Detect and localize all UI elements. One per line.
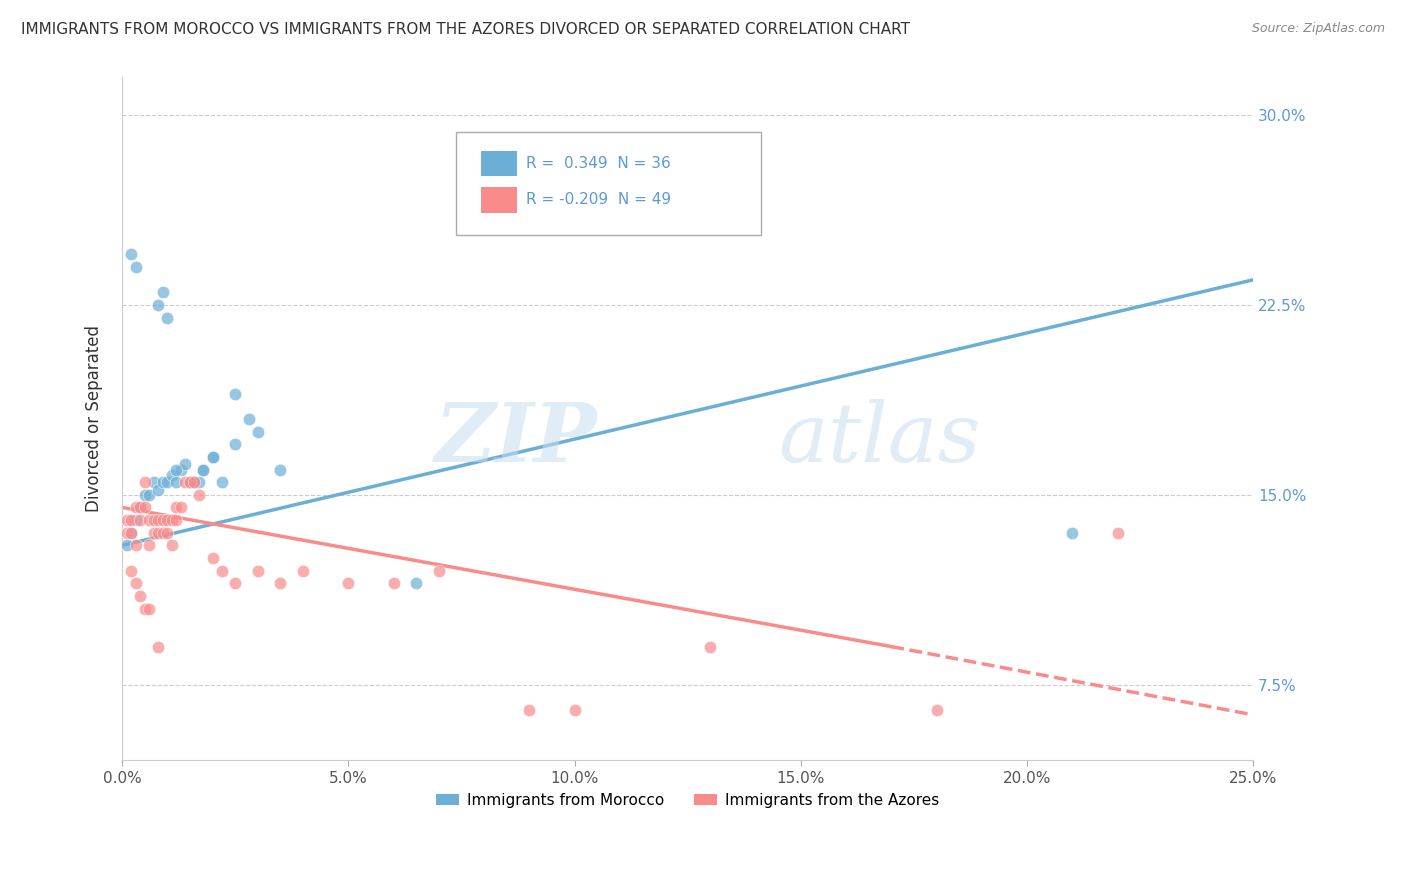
Point bbox=[152, 285, 174, 300]
Y-axis label: Divorced or Separated: Divorced or Separated bbox=[86, 326, 103, 512]
Point bbox=[699, 640, 721, 654]
Point bbox=[152, 525, 174, 540]
Point bbox=[174, 458, 197, 472]
Bar bbox=[481, 186, 517, 212]
Point bbox=[201, 450, 224, 464]
Point bbox=[152, 513, 174, 527]
Point bbox=[170, 462, 193, 476]
Point bbox=[427, 564, 450, 578]
Point bbox=[148, 483, 170, 497]
Point bbox=[160, 467, 183, 482]
Point bbox=[142, 513, 165, 527]
Point bbox=[115, 538, 138, 552]
Point bbox=[405, 576, 427, 591]
Point bbox=[148, 298, 170, 312]
Legend: Immigrants from Morocco, Immigrants from the Azores: Immigrants from Morocco, Immigrants from… bbox=[430, 787, 945, 814]
Point bbox=[160, 538, 183, 552]
Point bbox=[165, 475, 187, 490]
Point bbox=[246, 425, 269, 439]
Text: ZIP: ZIP bbox=[434, 400, 598, 479]
Point bbox=[156, 525, 179, 540]
Point bbox=[124, 260, 146, 274]
Point bbox=[165, 513, 187, 527]
Point bbox=[142, 525, 165, 540]
Point bbox=[142, 475, 165, 490]
Point bbox=[138, 601, 160, 615]
Point bbox=[183, 475, 205, 490]
Point bbox=[224, 386, 246, 401]
Point bbox=[201, 551, 224, 566]
Point bbox=[138, 488, 160, 502]
Point bbox=[124, 513, 146, 527]
Point bbox=[179, 475, 201, 490]
Point bbox=[382, 576, 405, 591]
Point bbox=[152, 475, 174, 490]
Point bbox=[246, 564, 269, 578]
Point bbox=[120, 525, 142, 540]
Text: R =  0.349  N = 36: R = 0.349 N = 36 bbox=[526, 156, 671, 171]
Point bbox=[138, 513, 160, 527]
Point bbox=[224, 576, 246, 591]
Point bbox=[925, 703, 948, 717]
Point bbox=[156, 310, 179, 325]
Point bbox=[160, 513, 183, 527]
FancyBboxPatch shape bbox=[456, 132, 761, 235]
Point bbox=[156, 513, 179, 527]
Point bbox=[129, 589, 152, 603]
Point bbox=[170, 500, 193, 515]
Point bbox=[269, 576, 291, 591]
Point bbox=[115, 513, 138, 527]
Point bbox=[124, 538, 146, 552]
Point bbox=[138, 538, 160, 552]
Point bbox=[292, 564, 315, 578]
Point bbox=[201, 450, 224, 464]
Point bbox=[148, 513, 170, 527]
Point bbox=[129, 513, 152, 527]
Point bbox=[115, 525, 138, 540]
Point bbox=[134, 601, 156, 615]
Point bbox=[1107, 525, 1129, 540]
Point bbox=[193, 462, 215, 476]
Text: IMMIGRANTS FROM MOROCCO VS IMMIGRANTS FROM THE AZORES DIVORCED OR SEPARATED CORR: IMMIGRANTS FROM MOROCCO VS IMMIGRANTS FR… bbox=[21, 22, 910, 37]
Point bbox=[179, 475, 201, 490]
Point bbox=[193, 462, 215, 476]
Point bbox=[165, 500, 187, 515]
Point bbox=[134, 475, 156, 490]
Point bbox=[183, 475, 205, 490]
Point bbox=[120, 564, 142, 578]
Point bbox=[211, 564, 233, 578]
Point bbox=[120, 513, 142, 527]
Point bbox=[124, 500, 146, 515]
Point bbox=[148, 640, 170, 654]
Point bbox=[129, 500, 152, 515]
Point bbox=[269, 462, 291, 476]
Point bbox=[517, 703, 540, 717]
Point bbox=[211, 475, 233, 490]
Point bbox=[188, 488, 211, 502]
Point bbox=[224, 437, 246, 451]
Point bbox=[124, 576, 146, 591]
Point bbox=[238, 412, 260, 426]
Point bbox=[188, 475, 211, 490]
Point bbox=[337, 576, 360, 591]
Point bbox=[179, 475, 201, 490]
Point bbox=[120, 525, 142, 540]
Point bbox=[148, 525, 170, 540]
Point bbox=[134, 500, 156, 515]
Point bbox=[174, 475, 197, 490]
Point bbox=[564, 703, 586, 717]
Text: atlas: atlas bbox=[778, 400, 980, 479]
Point bbox=[1062, 525, 1084, 540]
Point bbox=[134, 488, 156, 502]
Text: R = -0.209  N = 49: R = -0.209 N = 49 bbox=[526, 192, 671, 207]
Text: Source: ZipAtlas.com: Source: ZipAtlas.com bbox=[1251, 22, 1385, 36]
Point bbox=[165, 462, 187, 476]
Point bbox=[120, 247, 142, 261]
Point bbox=[129, 500, 152, 515]
Point bbox=[156, 475, 179, 490]
Bar bbox=[481, 151, 517, 177]
